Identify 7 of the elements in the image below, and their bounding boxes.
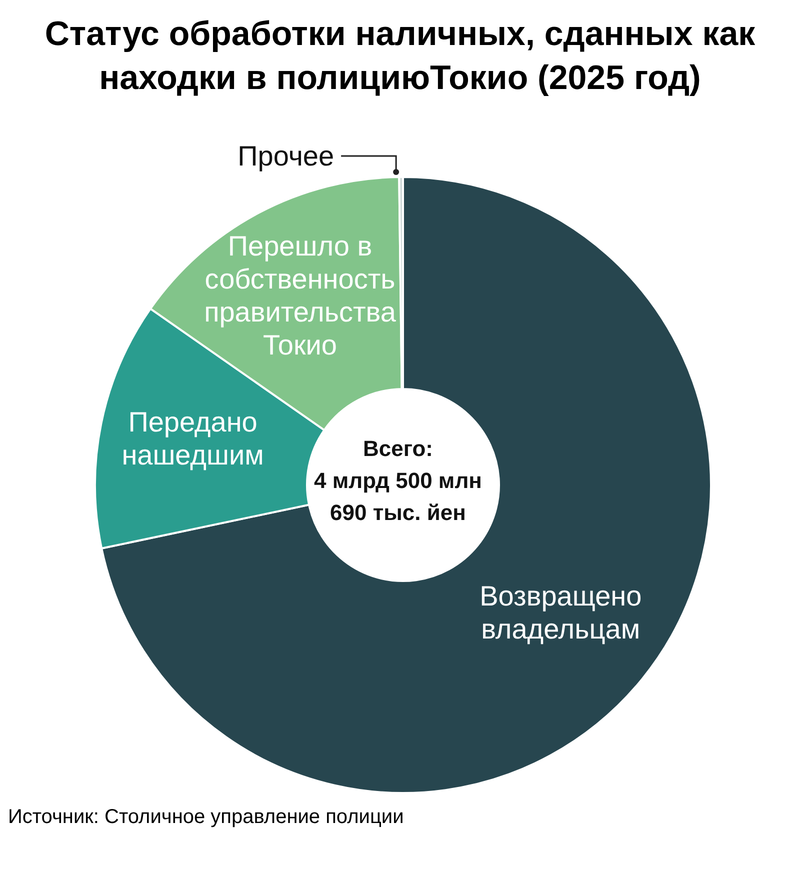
slice-label: Прочее — [238, 140, 334, 172]
text: Всего: 4 млрд 500 млн 690 тыс. йен — [314, 436, 482, 524]
slice-label: Перешло в собственность правительства Токио — [204, 230, 396, 360]
text: Источник: Столичное управление полиции — [8, 806, 405, 829]
slice-label: Передано нашедшим — [122, 406, 264, 470]
chart-title: Статус обработки наличных, сданных как находки в полициюТокио (2025 год) — [44, 14, 756, 99]
slice-label: Возвращено владельцам — [480, 580, 642, 644]
